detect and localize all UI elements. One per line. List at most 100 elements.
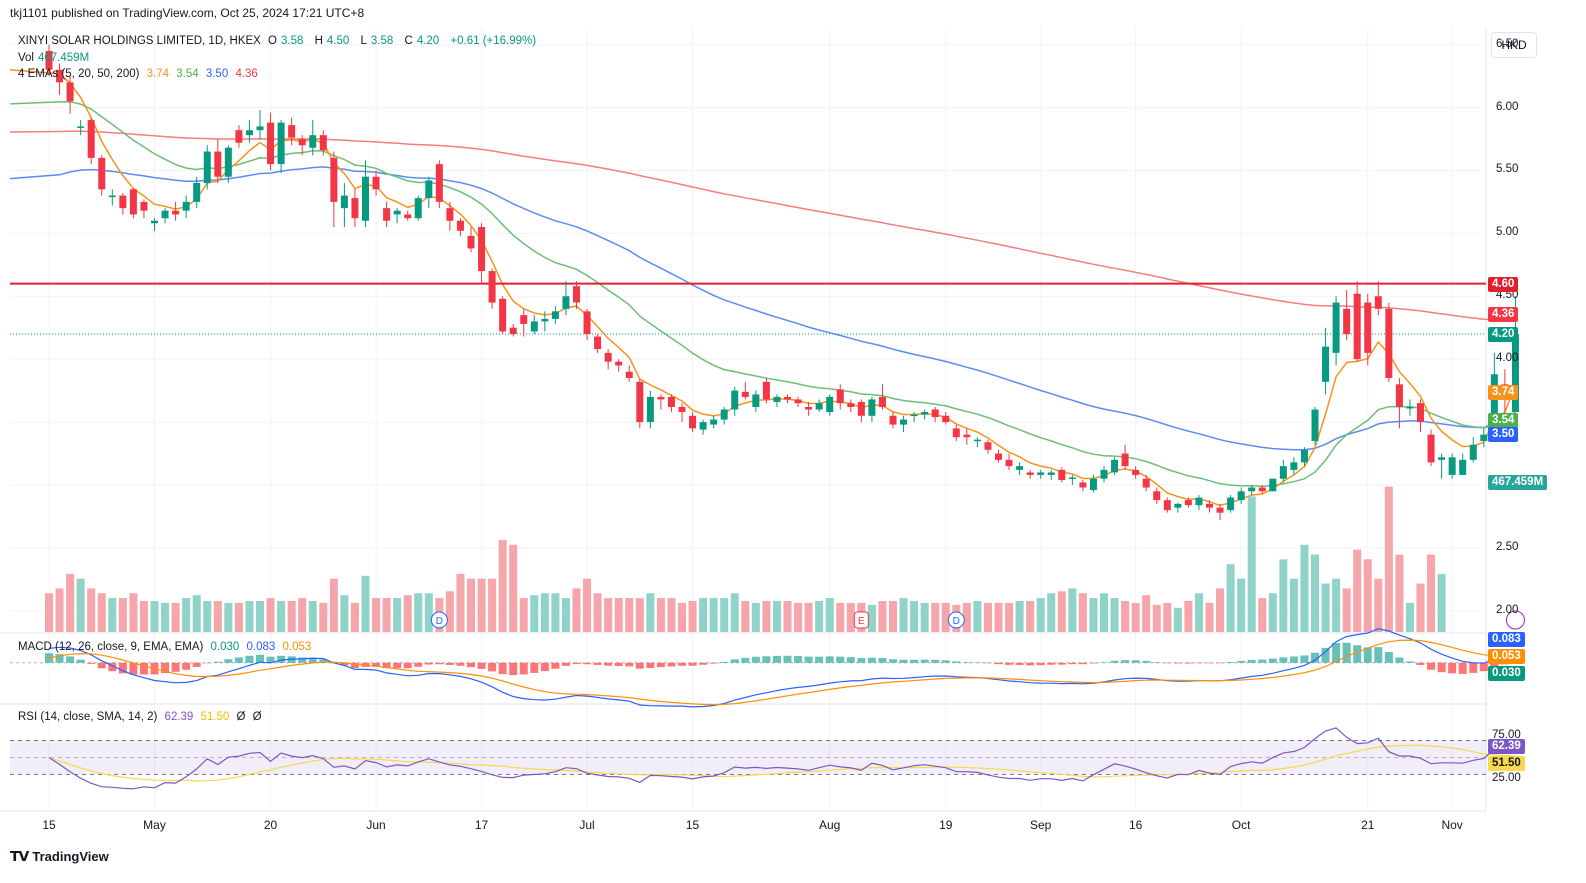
macd-histogram-bar bbox=[1057, 662, 1066, 665]
macd-histogram-bar bbox=[55, 654, 64, 663]
macd-histogram-bar bbox=[994, 662, 1003, 665]
currency-button[interactable]: HKD bbox=[1491, 32, 1537, 58]
macd-histogram-bar bbox=[488, 662, 497, 672]
candle-body bbox=[383, 208, 391, 221]
macd-histogram-bar bbox=[688, 662, 697, 666]
macd-histogram-bar bbox=[456, 662, 465, 666]
candle-body bbox=[868, 399, 876, 416]
macd-histogram-bar bbox=[118, 662, 127, 674]
candle-body bbox=[1490, 374, 1498, 429]
macd-histogram-bar bbox=[1131, 660, 1140, 663]
candle-body bbox=[784, 396, 791, 400]
candle-body bbox=[1511, 334, 1519, 413]
rsi-ma-value: 51.50 bbox=[200, 711, 230, 723]
macd-histogram-bar bbox=[983, 662, 992, 664]
macd-histogram-bar bbox=[76, 659, 85, 663]
volume-bar bbox=[899, 598, 908, 632]
candle-body bbox=[98, 157, 106, 190]
rsi-line bbox=[48, 727, 1516, 790]
macd-signal-tag: 0.053 bbox=[1488, 649, 1525, 664]
candle-body bbox=[256, 126, 264, 131]
macd-histogram-bar bbox=[1332, 642, 1341, 663]
volume-bar bbox=[994, 602, 1003, 632]
macd-histogram-bar bbox=[815, 656, 824, 663]
volume-bar bbox=[519, 598, 528, 632]
candle-body bbox=[87, 120, 95, 158]
price-tick-label: 6.50 bbox=[1496, 37, 1519, 50]
volume-bar bbox=[540, 593, 549, 632]
macd-histogram-bar bbox=[1121, 660, 1130, 663]
macd-line-value: 0.083 bbox=[246, 641, 276, 653]
candle-body bbox=[1300, 449, 1308, 463]
ema-label: 4 EMAs (5, 20, 50, 200) bbox=[18, 68, 140, 80]
symbol-title: XINYI SOLAR HOLDINGS LIMITED, 1D, HKEX bbox=[18, 35, 261, 47]
volume-bar bbox=[1405, 602, 1414, 632]
candle-body bbox=[826, 396, 834, 413]
volume-bar bbox=[203, 601, 212, 632]
volume-bar bbox=[1374, 578, 1383, 632]
candle-body bbox=[1058, 469, 1066, 480]
macd-histogram-bar bbox=[1142, 660, 1151, 663]
volume-bar bbox=[867, 604, 876, 632]
macd-histogram-bar bbox=[108, 662, 117, 672]
candle-body bbox=[1174, 503, 1182, 508]
volume-bar bbox=[1089, 598, 1098, 632]
price-tick-label: 5.00 bbox=[1496, 226, 1519, 239]
candle-body bbox=[340, 195, 348, 209]
macd-histogram-bar bbox=[1194, 662, 1203, 664]
ema5-value: 3.74 bbox=[146, 68, 170, 80]
ema20-tag: 3.54 bbox=[1488, 413, 1519, 429]
candle-body bbox=[224, 147, 232, 177]
candle-body bbox=[1343, 308, 1351, 334]
macd-histogram-bar bbox=[66, 656, 75, 663]
volume-bar bbox=[1427, 554, 1436, 632]
volume-bar bbox=[498, 539, 507, 632]
macd-histogram-bar bbox=[846, 657, 855, 663]
volume-bar bbox=[1300, 544, 1309, 632]
candle-body bbox=[615, 361, 623, 366]
time-tick-label: 15 bbox=[685, 818, 700, 832]
volume-bar bbox=[815, 601, 824, 632]
candle-body bbox=[277, 122, 285, 165]
price-tick-label: 2.50 bbox=[1496, 540, 1519, 553]
volume-bar bbox=[1363, 559, 1372, 632]
candle-body bbox=[1111, 459, 1119, 473]
candle-body bbox=[1406, 406, 1414, 409]
rsi-ma-tag: 51.50 bbox=[1488, 756, 1525, 771]
candle-body bbox=[140, 201, 148, 211]
rsi-tag: 62.39 bbox=[1488, 739, 1525, 754]
candle-body bbox=[699, 422, 707, 430]
candle-body bbox=[942, 415, 950, 423]
candle-body bbox=[499, 298, 507, 332]
volume-tag: 467.459M bbox=[1488, 475, 1548, 490]
price-tick-label: 4.50 bbox=[1496, 289, 1519, 302]
macd-histogram-bar bbox=[1163, 662, 1172, 664]
macd-histogram-bar bbox=[899, 659, 908, 663]
ema200-tag: 4.36 bbox=[1488, 306, 1519, 322]
volume-bar bbox=[920, 602, 929, 632]
candle-body bbox=[1438, 457, 1446, 460]
candle-body bbox=[836, 389, 844, 404]
ema-50-line bbox=[9, 166, 1516, 451]
macd-histogram-bar bbox=[1015, 662, 1024, 666]
volume-bar bbox=[1026, 601, 1035, 632]
macd-histogram-bar bbox=[445, 662, 454, 665]
macd-histogram-bar bbox=[509, 662, 518, 676]
volume-bar bbox=[825, 598, 834, 632]
macd-histogram-bar bbox=[878, 657, 887, 663]
candle-body bbox=[456, 220, 464, 231]
candle-body bbox=[773, 396, 781, 402]
time-tick-label: Nov bbox=[1441, 818, 1463, 832]
candle-body bbox=[1258, 487, 1266, 492]
volume-bar bbox=[192, 595, 201, 632]
volume-bar bbox=[1258, 598, 1267, 632]
macd-histogram-bar bbox=[171, 662, 180, 672]
tradingview-brand[interactable]: 𝗧𝗩 TradingView bbox=[10, 848, 109, 865]
macd-histogram-bar bbox=[561, 662, 570, 666]
volume-bar bbox=[583, 578, 592, 632]
macd-histogram-bar bbox=[952, 661, 961, 663]
macd-histogram-bar bbox=[593, 662, 602, 665]
time-tick-label: Jun bbox=[366, 818, 386, 832]
volume-bar bbox=[1216, 588, 1225, 632]
